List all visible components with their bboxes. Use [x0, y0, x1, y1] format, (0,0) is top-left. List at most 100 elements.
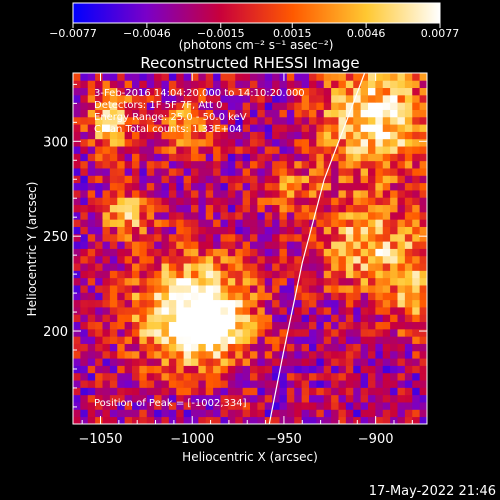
- heatmap-cell: [191, 233, 199, 242]
- heatmap-cell: [191, 394, 199, 403]
- heatmap-cell: [242, 124, 251, 132]
- heatmap-cell: [323, 197, 332, 206]
- heatmap-cell: [309, 307, 317, 315]
- heatmap-cell: [412, 394, 421, 403]
- heatmap-cell: [102, 277, 111, 286]
- heatmap-cell: [102, 328, 111, 337]
- heatmap-cell: [235, 241, 244, 249]
- heatmap-cell: [286, 241, 295, 249]
- heatmap-cell: [323, 116, 332, 125]
- heatmap-cell: [264, 299, 273, 308]
- heatmap-cell: [412, 138, 421, 147]
- heatmap-cell: [323, 146, 332, 154]
- heatmap-cell: [227, 175, 236, 184]
- heatmap-cell: [257, 153, 266, 162]
- heatmap-cell: [257, 263, 266, 271]
- heatmap-cell: [390, 343, 398, 352]
- heatmap-cell: [124, 204, 133, 213]
- heatmap-cell: [161, 182, 170, 191]
- heatmap-cell: [264, 402, 273, 410]
- heatmap-cell: [183, 94, 192, 103]
- heatmap-cell: [390, 270, 398, 279]
- heatmap-cell: [301, 409, 310, 418]
- heatmap-cell: [205, 358, 214, 366]
- heatmap-cell: [397, 358, 406, 366]
- heatmap-cell: [132, 350, 140, 359]
- heatmap-cell: [250, 131, 258, 140]
- heatmap-cell: [264, 285, 273, 293]
- colorbar-tick-label: 0.0015: [273, 27, 312, 40]
- heatmap-cell: [412, 409, 421, 418]
- heatmap-cell: [168, 131, 177, 140]
- heatmap-cell: [95, 263, 103, 271]
- heatmap-cell: [242, 336, 251, 344]
- heatmap-cell: [176, 182, 185, 191]
- heatmap-cell: [95, 365, 103, 374]
- heatmap-cell: [146, 204, 155, 213]
- heatmap-cell: [382, 233, 391, 242]
- heatmap-cell: [345, 248, 354, 257]
- heatmap-cell: [294, 343, 303, 352]
- heatmap-cell: [345, 402, 354, 410]
- heatmap-cell: [73, 219, 81, 227]
- heatmap-cell: [375, 124, 384, 132]
- heatmap-cell: [161, 87, 170, 96]
- heatmap-cell: [331, 124, 339, 132]
- heatmap-cell: [345, 211, 354, 220]
- heatmap-cell: [375, 307, 384, 315]
- heatmap-cell: [139, 160, 148, 169]
- heatmap-cell: [331, 263, 339, 271]
- heatmap-cell: [382, 350, 391, 359]
- heatmap-cell: [124, 182, 133, 191]
- heatmap-cell: [419, 416, 427, 424]
- heatmap-cell: [183, 109, 192, 118]
- heatmap-cell: [139, 116, 148, 125]
- heatmap-cell: [117, 87, 126, 96]
- heatmap-cell: [390, 73, 398, 81]
- heatmap-cell: [198, 387, 207, 396]
- heatmap-cell: [412, 226, 421, 235]
- heatmap-cell: [102, 409, 111, 418]
- heatmap-cell: [95, 109, 103, 118]
- heatmap-cell: [146, 416, 155, 424]
- heatmap-cell: [257, 160, 266, 169]
- heatmap-cell: [161, 168, 170, 176]
- heatmap-cell: [279, 387, 288, 396]
- heatmap-cell: [257, 336, 266, 344]
- heatmap-cell: [227, 350, 236, 359]
- heatmap-cell: [73, 263, 81, 271]
- heatmap-cell: [95, 248, 103, 257]
- heatmap-cell: [360, 211, 369, 220]
- heatmap-cell: [412, 350, 421, 359]
- heatmap-cell: [95, 116, 103, 125]
- heatmap-cell: [154, 153, 162, 162]
- heatmap-cell: [183, 168, 192, 176]
- heatmap-cell: [316, 94, 325, 103]
- heatmap-cell: [419, 109, 427, 118]
- heatmap-cell: [323, 358, 332, 366]
- heatmap-cell: [183, 343, 192, 352]
- heatmap-cell: [87, 372, 96, 381]
- heatmap-cell: [390, 197, 398, 206]
- heatmap-cell: [397, 182, 406, 191]
- heatmap-cell: [124, 219, 133, 227]
- heatmap-cell: [95, 292, 103, 301]
- heatmap-cell: [168, 109, 177, 118]
- heatmap-cell: [183, 175, 192, 184]
- heatmap-cell: [191, 336, 199, 344]
- heatmap-cell: [80, 211, 89, 220]
- heatmap-cell: [309, 416, 317, 424]
- heatmap-cell: [257, 131, 266, 140]
- heatmap-cell: [368, 182, 376, 191]
- heatmap-cell: [412, 109, 421, 118]
- heatmap-cell: [264, 124, 273, 132]
- heatmap-cell: [257, 255, 266, 264]
- heatmap-cell: [286, 365, 295, 374]
- heatmap-cell: [353, 409, 362, 418]
- heatmap-cell: [286, 387, 295, 396]
- heatmap-cell: [80, 350, 89, 359]
- heatmap-cell: [95, 285, 103, 293]
- heatmap-cell: [205, 102, 214, 110]
- heatmap-cell: [146, 328, 155, 337]
- heatmap-cell: [168, 197, 177, 206]
